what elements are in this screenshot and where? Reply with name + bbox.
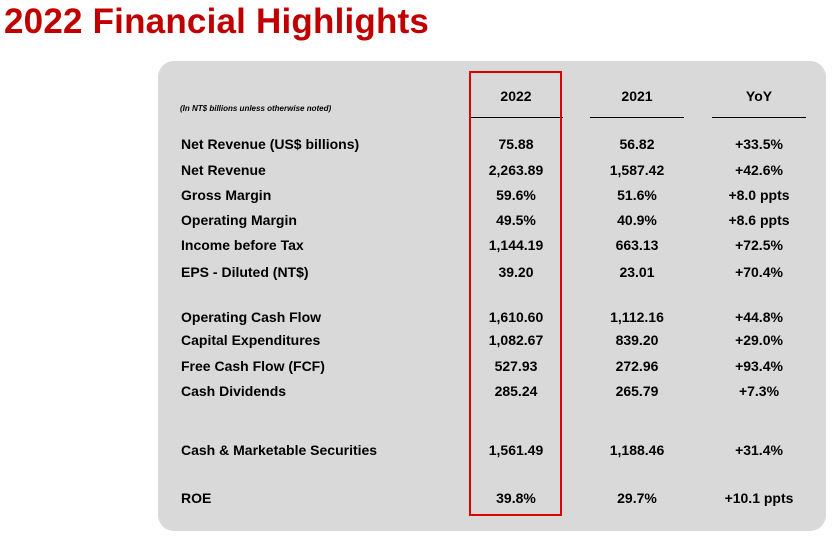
column-header-label: 2021 xyxy=(621,88,653,104)
cell-yoy: +10.1 ppts xyxy=(724,490,794,506)
cell-2022: 39.8% xyxy=(496,490,536,506)
column-header-2022: 2022 xyxy=(469,88,563,118)
row-label: Capital Expenditures xyxy=(181,332,321,348)
cell-2021: 1,112.16 xyxy=(610,309,664,325)
cell-2022: 1,561.49 xyxy=(488,442,544,458)
column-header-yoy: YoY xyxy=(712,88,806,118)
cell-yoy: +7.3% xyxy=(738,383,780,399)
cell-2022: 1,082.67 xyxy=(488,332,544,348)
cell-2021: 29.7% xyxy=(617,490,657,506)
table-row-operating-margin: Operating Margin 49.5% 40.9% +8.6 ppts xyxy=(0,212,832,232)
cell-yoy: +42.6% xyxy=(735,162,783,178)
cell-2021: 51.6% xyxy=(617,187,657,203)
column-header-rule xyxy=(590,117,684,118)
table-row-operating-cash-flow: Operating Cash Flow 1,610.60 1,112.16 +4… xyxy=(0,309,832,329)
cell-2022: 527.93 xyxy=(494,358,538,374)
table-row-net-revenue-usd: Net Revenue (US$ billions) 75.88 56.82 +… xyxy=(0,136,832,156)
table-row-net-revenue: Net Revenue 2,263.89 1,587.42 +42.6% xyxy=(0,162,832,182)
column-header-label: YoY xyxy=(745,88,773,104)
units-note: (In NT$ billions unless otherwise noted) xyxy=(180,104,332,113)
cell-2022: 2,263.89 xyxy=(488,162,544,178)
cell-2021: 265.79 xyxy=(615,383,659,399)
row-label: EPS - Diluted (NT$) xyxy=(181,264,309,280)
table-panel xyxy=(158,61,826,531)
row-label: Cash & Marketable Securities xyxy=(181,442,378,458)
cell-2022: 49.5% xyxy=(496,212,536,228)
cell-yoy: +8.6 ppts xyxy=(728,212,790,228)
column-2022-highlight-box xyxy=(469,71,562,516)
cell-2022: 75.88 xyxy=(498,136,534,152)
row-label: Gross Margin xyxy=(181,187,272,203)
row-label: Income before Tax xyxy=(181,237,304,253)
row-label: Net Revenue (US$ billions) xyxy=(181,136,360,152)
table-row-eps-diluted: EPS - Diluted (NT$) 39.20 23.01 +70.4% xyxy=(0,264,832,284)
cell-yoy: +70.4% xyxy=(735,264,783,280)
table-row-capital-expenditures: Capital Expenditures 1,082.67 839.20 +29… xyxy=(0,332,832,352)
cell-2022: 285.24 xyxy=(494,383,538,399)
table-row-gross-margin: Gross Margin 59.6% 51.6% +8.0 ppts xyxy=(0,187,832,207)
cell-2021: 56.82 xyxy=(619,136,655,152)
cell-2021: 1,188.46 xyxy=(609,442,665,458)
row-label: Net Revenue xyxy=(181,162,266,178)
row-label: Operating Cash Flow xyxy=(181,309,322,325)
page-title: 2022 Financial Highlights xyxy=(4,2,430,41)
table-row-cash-marketable-securities: Cash & Marketable Securities 1,561.49 1,… xyxy=(0,442,832,462)
cell-2022: 59.6% xyxy=(496,187,536,203)
row-label: Cash Dividends xyxy=(181,383,287,399)
column-header-label: 2022 xyxy=(500,88,532,104)
cell-2022: 1,610.60 xyxy=(488,309,544,325)
cell-yoy: +72.5% xyxy=(735,237,783,253)
cell-yoy: +33.5% xyxy=(735,136,783,152)
cell-2021: 1,587.42 xyxy=(609,162,665,178)
cell-2021: 839.20 xyxy=(615,332,659,348)
table-row-free-cash-flow: Free Cash Flow (FCF) 527.93 272.96 +93.4… xyxy=(0,358,832,378)
cell-yoy: +44.8% xyxy=(735,309,783,325)
cell-yoy: +29.0% xyxy=(735,332,783,348)
row-label: Operating Margin xyxy=(181,212,297,228)
cell-yoy: +31.4% xyxy=(735,442,783,458)
column-header-rule xyxy=(712,117,806,118)
column-header-rule xyxy=(469,117,563,118)
column-header-2021: 2021 xyxy=(590,88,684,118)
cell-2022: 39.20 xyxy=(498,264,534,280)
cell-2021: 23.01 xyxy=(619,264,655,280)
row-label: Free Cash Flow (FCF) xyxy=(181,358,325,374)
cell-yoy: +93.4% xyxy=(735,358,783,374)
cell-2021: 40.9% xyxy=(617,212,657,228)
cell-2021: 272.96 xyxy=(615,358,659,374)
cell-2022: 1,144.19 xyxy=(488,237,544,253)
table-row-income-before-tax: Income before Tax 1,144.19 663.13 +72.5% xyxy=(0,237,832,257)
table-row-roe: ROE 39.8% 29.7% +10.1 ppts xyxy=(0,490,832,510)
row-label: ROE xyxy=(181,490,212,506)
cell-yoy: +8.0 ppts xyxy=(728,187,790,203)
cell-2021: 663.13 xyxy=(615,237,659,253)
table-row-cash-dividends: Cash Dividends 285.24 265.79 +7.3% xyxy=(0,383,832,403)
